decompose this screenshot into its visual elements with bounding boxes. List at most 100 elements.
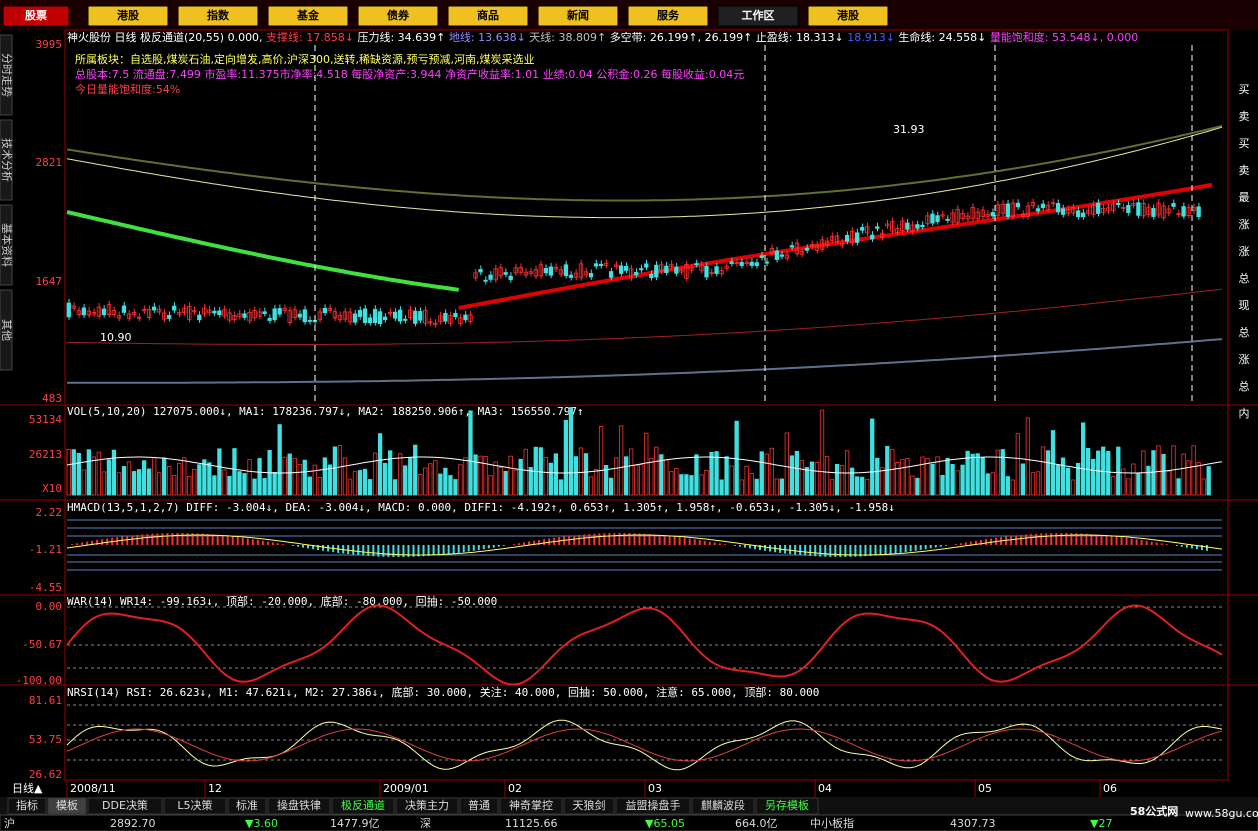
bottom-tab-label[interactable]: 模板	[56, 798, 78, 812]
bottom-tab[interactable]	[7, 797, 47, 815]
candle-body	[578, 263, 584, 279]
menu-button[interactable]	[2, 5, 70, 27]
vol-bar	[503, 471, 508, 496]
vol-bar	[1030, 472, 1036, 496]
menu-button[interactable]	[717, 5, 799, 27]
bottom-tab-label[interactable]: 麒麟波段	[701, 798, 745, 812]
bottom-tab-label[interactable]: 极反通道	[341, 798, 385, 812]
bottom-tab[interactable]	[227, 797, 267, 815]
bottom-tab[interactable]	[331, 797, 395, 815]
candle-body	[257, 311, 262, 317]
date-label: 12	[208, 782, 222, 795]
menu-button[interactable]	[627, 5, 709, 27]
candle-body	[408, 309, 413, 318]
bottom-tab[interactable]	[691, 797, 755, 815]
menu-button[interactable]	[447, 5, 529, 27]
bottom-tab-label[interactable]: 决策主力	[405, 798, 449, 812]
menu-button[interactable]	[267, 5, 349, 27]
macd-header: HMACD(13,5,1,2,7) DIFF: -3.004↓, DEA: -3…	[67, 501, 895, 514]
side-tab[interactable]	[0, 34, 13, 116]
menu-label[interactable]: 港股	[837, 8, 860, 22]
menu-label[interactable]: 服务	[657, 8, 680, 22]
bottom-tab-label[interactable]: L5决策	[177, 798, 212, 812]
menu-button[interactable]	[537, 5, 619, 27]
vol-bar	[669, 471, 674, 496]
bottom-tab[interactable]	[615, 797, 691, 815]
candle-body	[217, 310, 222, 316]
menu-label[interactable]: 基金	[296, 8, 320, 22]
candle-body	[749, 261, 754, 266]
vol-bar	[1151, 450, 1156, 496]
candle-body	[357, 310, 363, 318]
bottom-tab-label[interactable]: 益盟操盘手	[626, 798, 681, 812]
bottom-tab-label[interactable]: 神奇掌控	[509, 798, 553, 812]
candle-body	[849, 230, 855, 244]
bottom-tab-label[interactable]: 普通	[468, 798, 490, 812]
candle-body	[448, 315, 453, 324]
status-item: 2892.70	[110, 817, 156, 830]
bottom-tab-label[interactable]: 指标	[16, 798, 38, 812]
vol-bar	[1000, 449, 1005, 496]
candle-body	[468, 314, 473, 322]
menu-label[interactable]: 债券	[387, 8, 410, 22]
candle-body	[463, 314, 468, 321]
side-tab[interactable]	[0, 119, 13, 201]
menu-button[interactable]	[807, 5, 889, 27]
bottom-tab-label[interactable]: 标准	[236, 798, 258, 812]
menu-button[interactable]	[177, 5, 259, 27]
bottom-tab[interactable]	[499, 797, 563, 815]
candle-body	[418, 311, 423, 321]
candle-body	[543, 268, 548, 274]
menu-label[interactable]: 工作区	[742, 8, 775, 22]
vol-bar	[960, 464, 965, 496]
bottom-tab[interactable]	[163, 797, 227, 815]
bottom-tab[interactable]	[563, 797, 615, 815]
side-tab[interactable]	[0, 289, 13, 371]
bottom-tab[interactable]	[87, 797, 163, 815]
vol-bar	[578, 447, 584, 496]
right-label: 总	[1239, 271, 1250, 285]
vol-bar	[121, 466, 127, 496]
side-tab-label[interactable]: 技术分析	[0, 138, 14, 182]
date-label: 04	[818, 782, 832, 795]
candle-body	[382, 316, 388, 321]
candle-body	[829, 236, 835, 241]
candle-body	[508, 275, 513, 281]
curve	[458, 182, 1213, 310]
side-tab-label[interactable]: 其他	[0, 319, 13, 341]
side-tab-label[interactable]: 基本资料	[0, 223, 14, 267]
candle-body	[1091, 204, 1096, 215]
vol-bar	[207, 462, 212, 496]
bottom-tab[interactable]	[459, 797, 499, 815]
bottom-tab-label[interactable]: 天狼剑	[573, 798, 606, 812]
curve	[66, 719, 1223, 771]
candle-body	[975, 211, 980, 220]
vol-bar	[1161, 453, 1166, 496]
bottom-tab[interactable]	[755, 797, 819, 815]
bottom-tab[interactable]	[47, 797, 87, 815]
header-segment: 18.913↓	[847, 31, 898, 44]
menu-label[interactable]: 股票	[25, 9, 47, 22]
vol-bar	[136, 469, 142, 496]
bottom-tab[interactable]	[267, 797, 331, 815]
candle-body	[141, 308, 147, 312]
bottom-tab-label[interactable]: 另存模板	[765, 798, 809, 812]
vol-bar	[508, 455, 513, 496]
menu-label[interactable]: 指数	[207, 8, 230, 22]
bottom-tab-label[interactable]: 操盘铁律	[277, 798, 321, 812]
side-tab[interactable]	[0, 204, 13, 286]
side-tab-label[interactable]: 分时走势	[0, 53, 13, 97]
menu-button[interactable]	[87, 5, 169, 27]
period[interactable]: 日线▲	[12, 781, 43, 795]
menu-label[interactable]: 港股	[117, 8, 140, 22]
vol-bar	[408, 457, 413, 496]
menu-label[interactable]: 商品	[477, 8, 499, 22]
vol-bar	[141, 460, 147, 496]
menu-label[interactable]: 新闻	[567, 8, 589, 22]
bottom-tab[interactable]	[395, 797, 459, 815]
menu-button[interactable]	[357, 5, 439, 27]
vol-bar	[1121, 468, 1126, 496]
vol-bar	[1080, 422, 1086, 496]
vol-bar	[779, 478, 784, 496]
bottom-tab-label[interactable]: DDE决策	[102, 798, 148, 812]
